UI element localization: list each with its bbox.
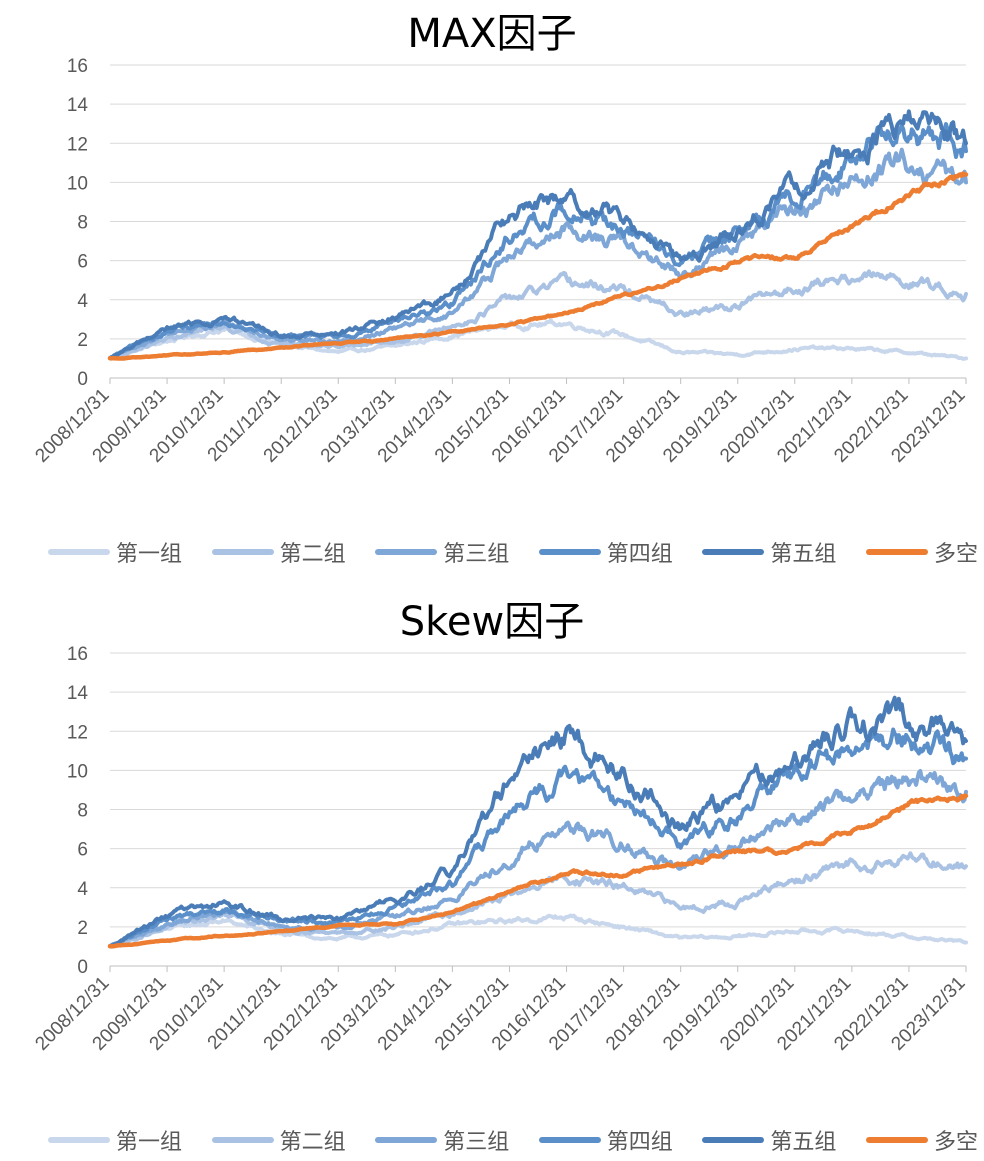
series-line-1: [108, 318, 968, 361]
legend-swatch: [48, 1137, 110, 1143]
legend-label: 第一组: [116, 1130, 183, 1155]
max-factor-plot: 02468101214162008/12/312009/12/312010/12…: [31, 56, 969, 467]
series-line-4: [108, 122, 968, 361]
legend-swatch: [538, 549, 601, 555]
legend-label: 第五组: [770, 542, 837, 567]
chart-title: MAX因子: [407, 11, 577, 57]
y-tick-label: 10: [67, 173, 88, 194]
legend-label: 多空: [933, 1130, 978, 1155]
chart-legend: 第一组 第二组 第三组 第四组 第五组 多空: [48, 536, 978, 568]
series-line-2: [108, 851, 968, 949]
series-line-4: [108, 727, 968, 948]
y-tick-label: 14: [67, 95, 89, 116]
y-tick-label: 8: [77, 801, 88, 822]
series-line-3: [108, 769, 968, 949]
y-tick-label: 0: [77, 369, 88, 390]
legend-label: 第二组: [279, 1130, 346, 1155]
chart-title: Skew因子: [399, 599, 585, 645]
y-tick-label: 4: [77, 879, 88, 900]
y-tick-label: 2: [77, 330, 88, 351]
legend-swatch: [702, 549, 765, 555]
legend-swatch: [211, 1137, 274, 1143]
series-line-6: [107, 171, 969, 361]
legend-item-group4: 第四组: [538, 1124, 673, 1156]
max-factor-chart: MAX因子 0 2 4 6 8 10 12 14 16 2008/12/31 2009/12/31 2…: [31, 11, 978, 568]
y-tick-label: 0: [77, 957, 88, 978]
series-line-5: [108, 109, 968, 361]
legend-item-group2: 第二组: [211, 536, 346, 568]
legend-label: 第五组: [770, 1130, 837, 1155]
legend-item-group4: 第四组: [538, 536, 673, 568]
legend-item-group1: 第一组: [48, 536, 182, 568]
legend-swatch: [865, 1137, 928, 1143]
legend-item-group1: 第一组: [48, 1124, 182, 1156]
series-line-2: [108, 269, 968, 361]
y-tick-label: 2: [77, 918, 88, 939]
y-tick-label: 12: [67, 134, 88, 155]
series-line-6: [107, 793, 969, 949]
skew-factor-plot: 02468101214162008/12/312009/12/312010/12…: [31, 644, 969, 1055]
legend-item-long-short: 多空: [865, 536, 978, 568]
legend-label: 第四组: [606, 542, 673, 567]
legend-item-group5: 第五组: [702, 1124, 836, 1156]
y-tick-label: 14: [67, 683, 89, 704]
legend-swatch: [702, 1137, 765, 1143]
legend-swatch: [211, 549, 274, 555]
legend-label: 第二组: [279, 542, 346, 567]
y-tick-label: 6: [77, 840, 88, 861]
legend-label: 第四组: [606, 1130, 673, 1155]
legend-item-group5: 第五组: [702, 536, 836, 568]
legend-label: 第三组: [443, 1130, 510, 1155]
y-tick-label: 4: [77, 291, 88, 312]
legend-swatch: [48, 549, 110, 555]
chart-legend: 第一组 第二组 第三组 第四组 第五组 多空: [48, 1124, 978, 1156]
legend-swatch: [865, 549, 928, 555]
series-line-1: [108, 913, 968, 949]
series-line-5: [108, 695, 968, 948]
y-tick-label: 16: [67, 644, 88, 665]
legend-label: 第三组: [443, 542, 510, 567]
skew-factor-chart: Skew因子 0 2 4 6 8 10 12 14 16 2008/12/31 2009/12/31…: [0, 590, 984, 1161]
legend-label: 多空: [933, 542, 978, 567]
legend-label: 第一组: [116, 542, 183, 567]
y-tick-label: 6: [77, 252, 88, 273]
legend-item-group2: 第二组: [211, 1124, 346, 1156]
y-tick-label: 8: [77, 213, 88, 234]
legend-swatch: [375, 549, 438, 555]
legend-swatch: [375, 1137, 438, 1143]
legend-item-long-short: 多空: [865, 1124, 978, 1156]
legend-item-group3: 第三组: [375, 1124, 509, 1156]
legend-swatch: [538, 1137, 601, 1143]
legend-item-group3: 第三组: [375, 536, 509, 568]
y-tick-label: 12: [67, 722, 88, 743]
y-tick-label: 10: [67, 761, 88, 782]
y-tick-label: 16: [67, 56, 88, 77]
